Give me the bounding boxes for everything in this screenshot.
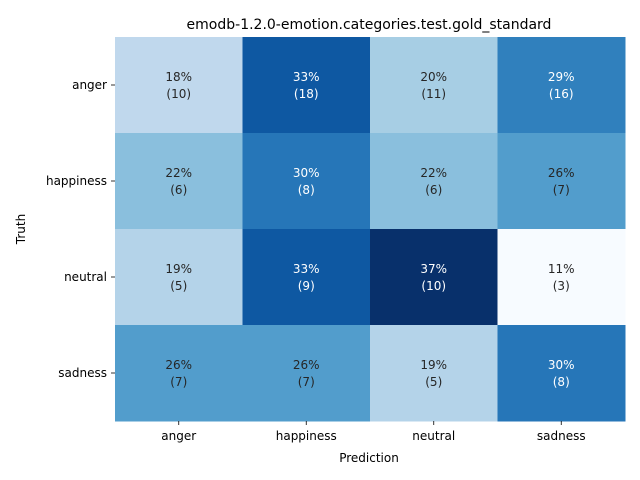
- cell-count-label: (10): [421, 279, 446, 293]
- cell-count-label: (10): [166, 87, 191, 101]
- heatmap-cell: [370, 133, 498, 230]
- heatmap-cell: [115, 229, 243, 326]
- cell-percent-label: 30%: [548, 358, 575, 372]
- cell-count-label: (8): [553, 375, 570, 389]
- heatmap-cell: [242, 229, 371, 326]
- y-tick-label: happiness: [46, 174, 107, 188]
- x-axis-ticks: anger happiness neutral sadness: [161, 421, 586, 443]
- y-tick-label: anger: [72, 78, 107, 92]
- x-tick-label: neutral: [412, 429, 455, 443]
- x-tick-label: sadness: [537, 429, 586, 443]
- heatmap-cell: [115, 133, 243, 230]
- heatmap-cells: 18% (10) 33% (18) 20% (11) 29% (16) 22% (6) 30% (8)…: [115, 37, 626, 422]
- cell-count-label: (7): [170, 375, 187, 389]
- cell-percent-label: 33%: [293, 262, 320, 276]
- cell-percent-label: 33%: [293, 70, 320, 84]
- cell-count-label: (3): [553, 279, 570, 293]
- cell-count-label: (6): [170, 183, 187, 197]
- heatmap-cell: [370, 229, 498, 326]
- y-axis-ticks: anger happiness neutral sadness: [46, 78, 115, 380]
- cell-percent-label: 26%: [548, 166, 575, 180]
- heatmap-cell: [242, 37, 371, 134]
- cell-count-label: (7): [298, 375, 315, 389]
- cell-percent-label: 19%: [165, 262, 192, 276]
- cell-count-label: (16): [549, 87, 574, 101]
- heatmap-cell: [497, 229, 626, 326]
- chart-title: emodb-1.2.0-emotion.categories.test.gold…: [187, 17, 552, 33]
- heatmap-cell: [115, 37, 243, 134]
- cell-percent-label: 26%: [293, 358, 320, 372]
- heatmap-cell: [242, 133, 371, 230]
- heatmap-cell: [242, 325, 371, 422]
- cell-percent-label: 29%: [548, 70, 575, 84]
- x-axis-label: Prediction: [339, 451, 399, 465]
- cell-percent-label: 37%: [420, 262, 447, 276]
- cell-percent-label: 20%: [420, 70, 447, 84]
- y-tick-label: sadness: [58, 366, 107, 380]
- heatmap-cell: [370, 325, 498, 422]
- cell-percent-label: 26%: [165, 358, 192, 372]
- cell-count-label: (8): [298, 183, 315, 197]
- y-tick-label: neutral: [64, 270, 107, 284]
- y-axis-label: Truth: [14, 214, 28, 245]
- cell-count-label: (9): [298, 279, 315, 293]
- x-tick-label: happiness: [276, 429, 337, 443]
- heatmap-cell: [115, 325, 243, 422]
- cell-percent-label: 19%: [420, 358, 447, 372]
- cell-percent-label: 22%: [165, 166, 192, 180]
- cell-percent-label: 18%: [165, 70, 192, 84]
- x-tick-label: anger: [161, 429, 196, 443]
- cell-percent-label: 11%: [548, 262, 575, 276]
- cell-count-label: (7): [553, 183, 570, 197]
- cell-count-label: (5): [425, 375, 442, 389]
- cell-percent-label: 30%: [293, 166, 320, 180]
- heatmap-cell: [497, 325, 626, 422]
- heatmap-cell: [370, 37, 498, 134]
- cell-count-label: (11): [421, 87, 446, 101]
- heatmap-cell: [497, 37, 626, 134]
- cell-count-label: (6): [425, 183, 442, 197]
- cell-count-label: (18): [294, 87, 319, 101]
- cell-count-label: (5): [170, 279, 187, 293]
- heatmap-cell: [497, 133, 626, 230]
- cell-percent-label: 22%: [420, 166, 447, 180]
